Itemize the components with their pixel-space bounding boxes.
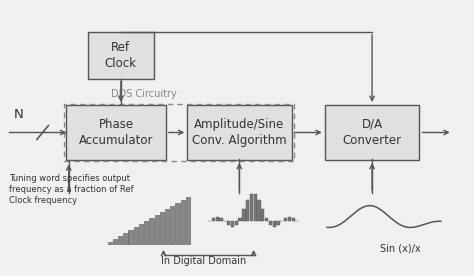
Bar: [292, 219, 295, 221]
Bar: [113, 238, 117, 244]
Bar: [284, 218, 287, 221]
Text: D/A
Converter: D/A Converter: [343, 118, 401, 147]
Bar: [139, 224, 143, 244]
Bar: [227, 221, 230, 225]
Text: Sin (x)/x: Sin (x)/x: [380, 243, 421, 253]
Text: In Digital Domain: In Digital Domain: [161, 256, 246, 266]
Bar: [261, 209, 264, 221]
Bar: [88, 32, 154, 79]
Bar: [212, 219, 215, 221]
Bar: [254, 194, 257, 221]
Bar: [118, 236, 122, 244]
Bar: [246, 200, 249, 221]
Bar: [273, 221, 276, 227]
Bar: [144, 221, 148, 244]
Text: N: N: [14, 108, 24, 121]
Bar: [265, 218, 268, 221]
Bar: [238, 218, 242, 221]
Bar: [160, 212, 164, 244]
Bar: [108, 242, 112, 244]
Text: DDS Circuitry: DDS Circuitry: [111, 89, 177, 99]
Text: Tuning word specifies output
frequency as a fraction of Ref
Clock frequency: Tuning word specifies output frequency a…: [9, 174, 134, 205]
Bar: [170, 206, 174, 244]
Bar: [149, 218, 154, 244]
Bar: [134, 227, 138, 244]
Bar: [123, 233, 128, 244]
Bar: [250, 194, 253, 221]
Bar: [216, 217, 219, 221]
Bar: [187, 105, 292, 160]
Bar: [128, 230, 133, 244]
Bar: [165, 209, 169, 244]
Bar: [288, 217, 291, 221]
Bar: [64, 104, 294, 161]
Bar: [276, 221, 280, 225]
Bar: [155, 215, 159, 244]
Bar: [231, 221, 234, 227]
Text: Phase
Accumulator: Phase Accumulator: [79, 118, 154, 147]
Bar: [269, 221, 272, 225]
Bar: [235, 221, 238, 225]
Text: Ref
Clock: Ref Clock: [105, 41, 137, 70]
Bar: [181, 200, 185, 244]
Bar: [175, 203, 180, 244]
Bar: [219, 218, 223, 221]
Bar: [325, 105, 419, 160]
Bar: [66, 105, 166, 160]
Bar: [242, 209, 246, 221]
Bar: [186, 197, 190, 244]
Text: Amplitude/Sine
Conv. Algorithm: Amplitude/Sine Conv. Algorithm: [192, 118, 287, 147]
Bar: [257, 200, 261, 221]
